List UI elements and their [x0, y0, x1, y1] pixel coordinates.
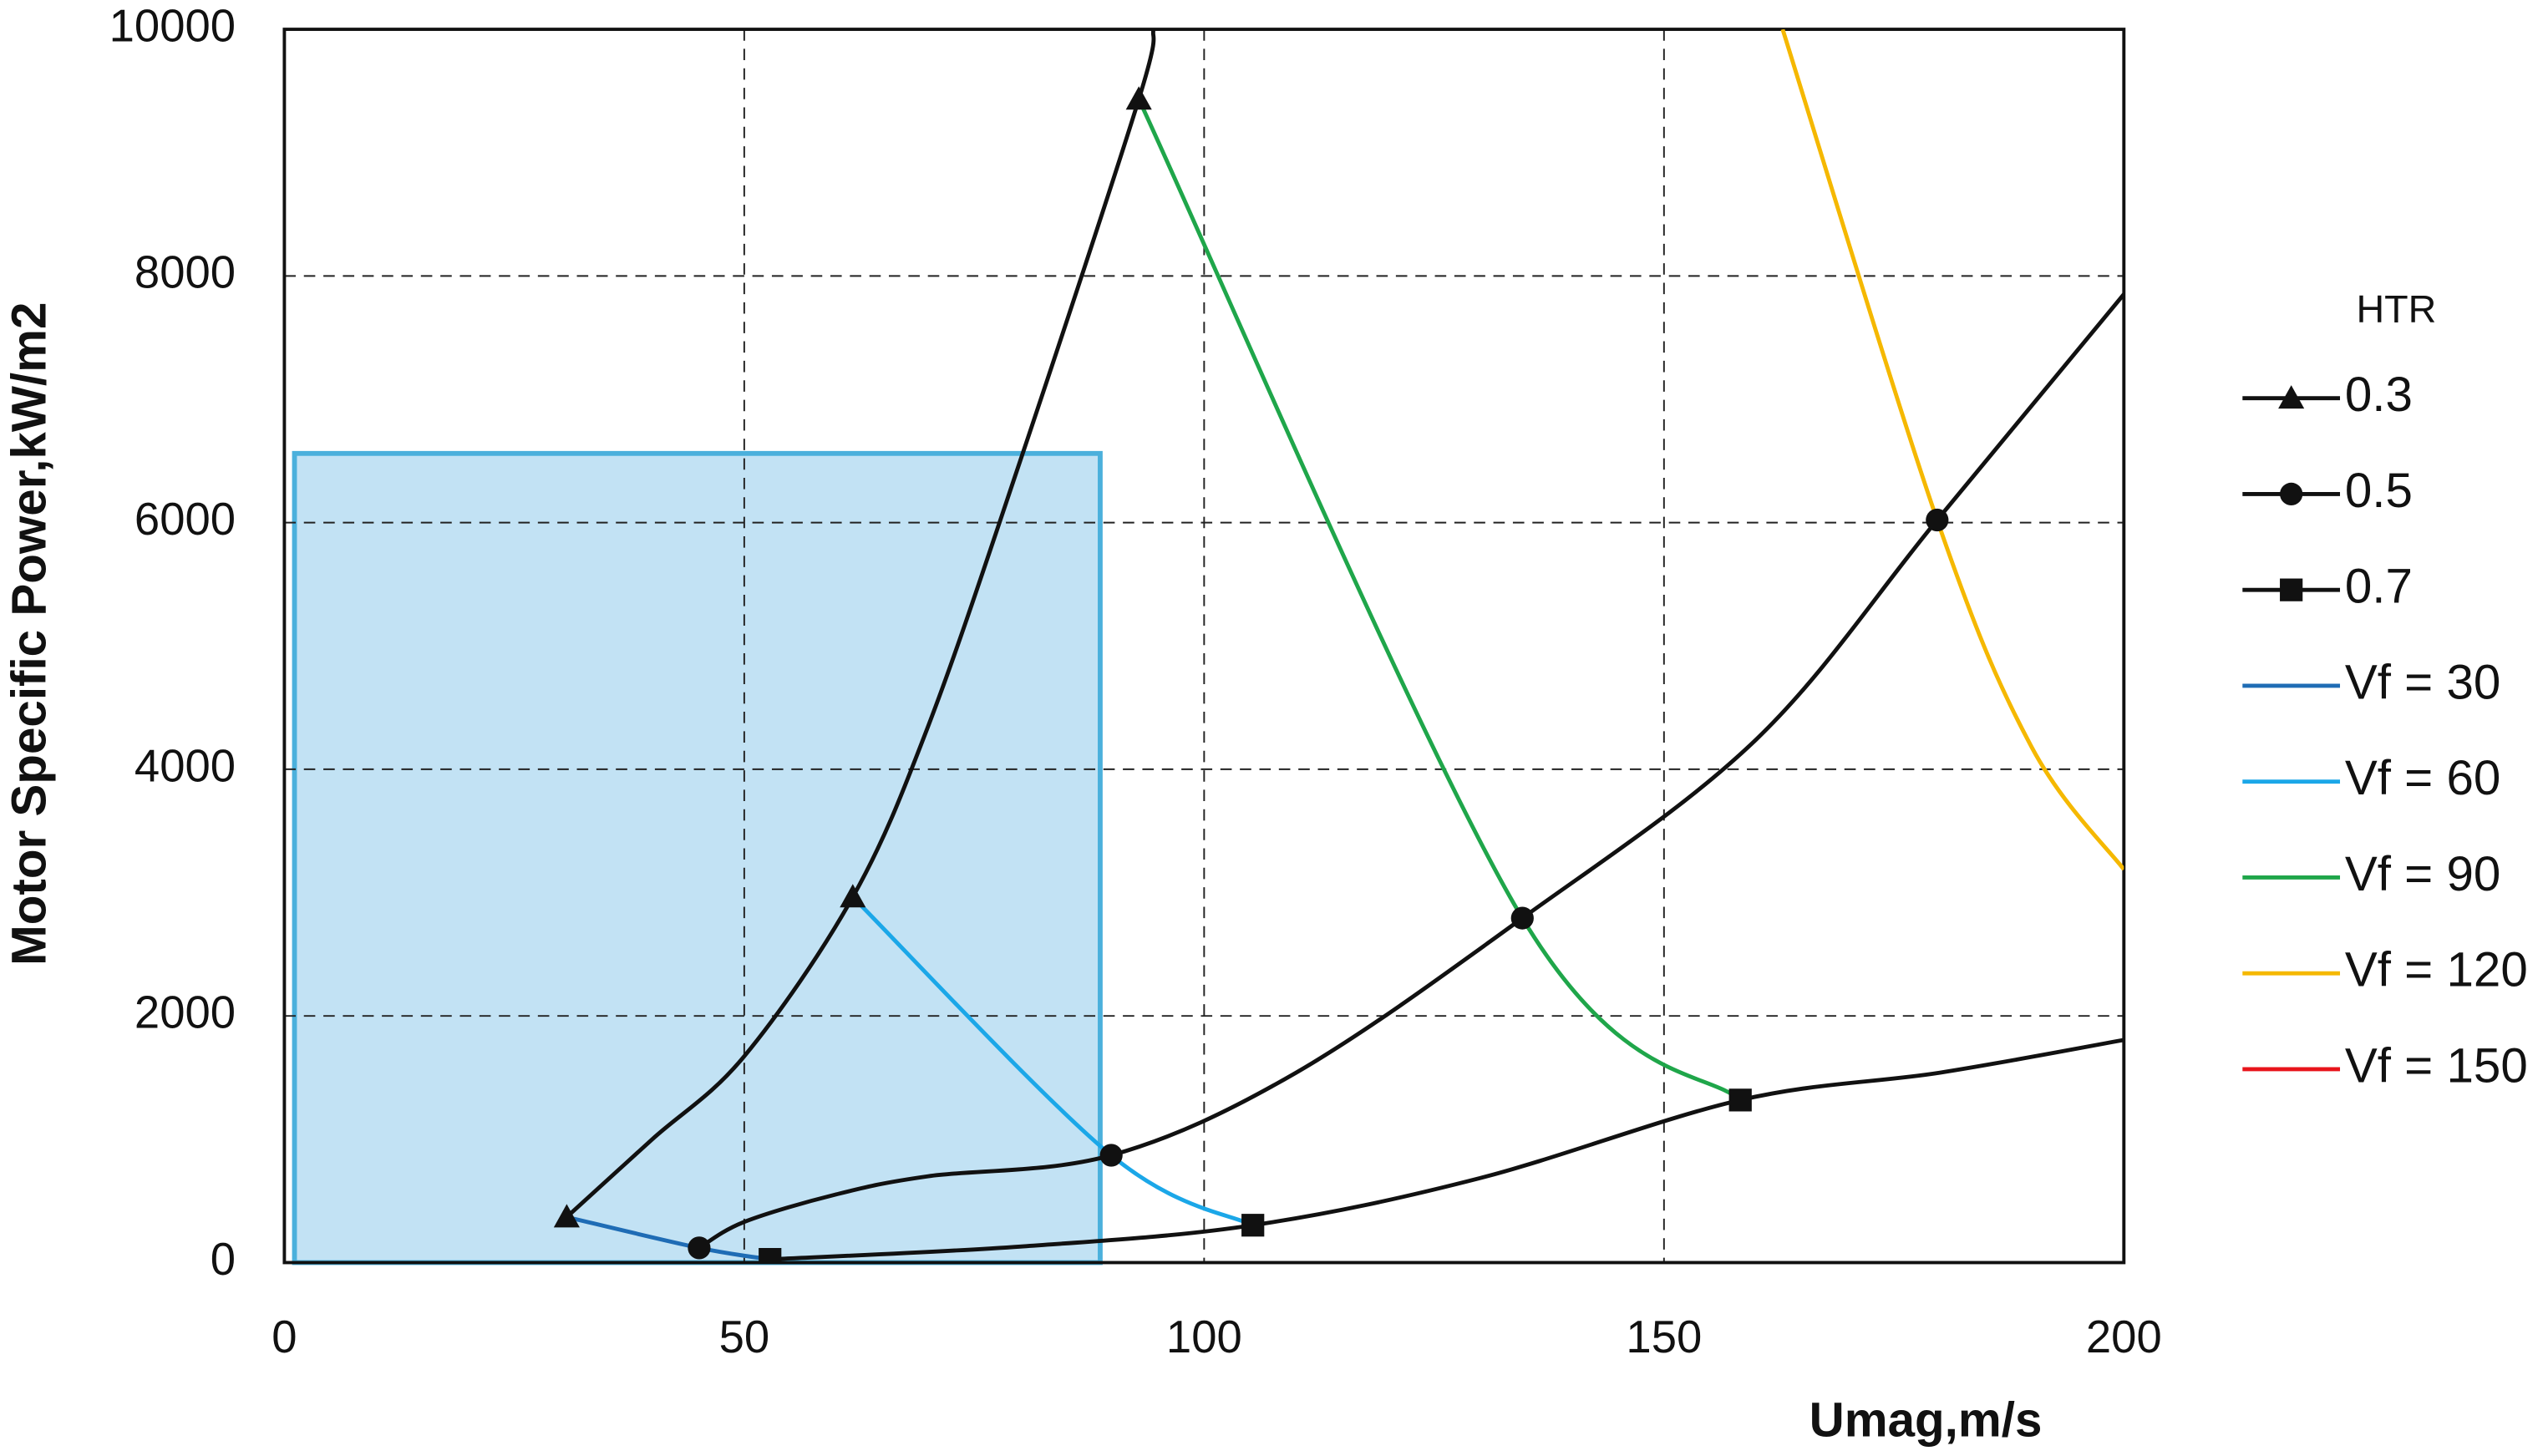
x-tick-label: 200	[2086, 1311, 2162, 1362]
marker	[553, 1204, 580, 1228]
series-line	[769, 1037, 2124, 1262]
marker	[1926, 508, 1949, 532]
y-tick-label: 4000	[135, 740, 236, 791]
y-axis-title: Motor Specific Power,kW/m2	[2, 302, 56, 966]
marker	[840, 884, 866, 908]
series-line	[851, 895, 1254, 1227]
y-tick-label: 2000	[135, 987, 236, 1038]
x-tick-label: 0	[272, 1311, 297, 1362]
plot-frame	[282, 28, 2126, 1265]
marker	[688, 1236, 711, 1260]
x-tick-label: 150	[1626, 1311, 1702, 1362]
marker	[759, 1248, 782, 1263]
marker	[1099, 1144, 1123, 1167]
legend-title: HTR	[2356, 287, 2436, 331]
legend-label: 0.5	[2345, 464, 2413, 518]
marker	[1510, 906, 1534, 930]
legend-label: 0.7	[2345, 560, 2413, 614]
y-tick-label: 10000	[109, 0, 236, 51]
legend-label: Vf = 90	[2345, 847, 2501, 901]
shaded-region	[292, 450, 1103, 1266]
y-tick-label: 8000	[135, 247, 236, 298]
series-line	[1780, 29, 2124, 871]
x-tick-label: 100	[1166, 1311, 1242, 1362]
plot-area	[553, 29, 2124, 1263]
marker	[2280, 482, 2303, 506]
x-tick-label: 50	[719, 1311, 770, 1362]
marker	[2278, 385, 2305, 409]
y-tick-label: 0	[211, 1234, 236, 1285]
series-line	[1136, 98, 1742, 1102]
x-axis-title: Umag,m/s	[1809, 1393, 2043, 1447]
legend-label: Vf = 30	[2345, 655, 2501, 709]
legend-label: 0.3	[2345, 368, 2413, 422]
legend-label: Vf = 60	[2345, 751, 2501, 805]
marker	[1241, 1214, 1265, 1237]
marker	[1728, 1088, 1752, 1112]
legend-label: Vf = 120	[2345, 943, 2528, 997]
marker	[1125, 86, 1152, 110]
series-line	[565, 29, 1156, 1219]
legend-label: Vf = 150	[2345, 1038, 2528, 1093]
series-line	[698, 292, 2124, 1250]
marker	[2280, 578, 2303, 601]
y-tick-label: 6000	[135, 494, 236, 545]
